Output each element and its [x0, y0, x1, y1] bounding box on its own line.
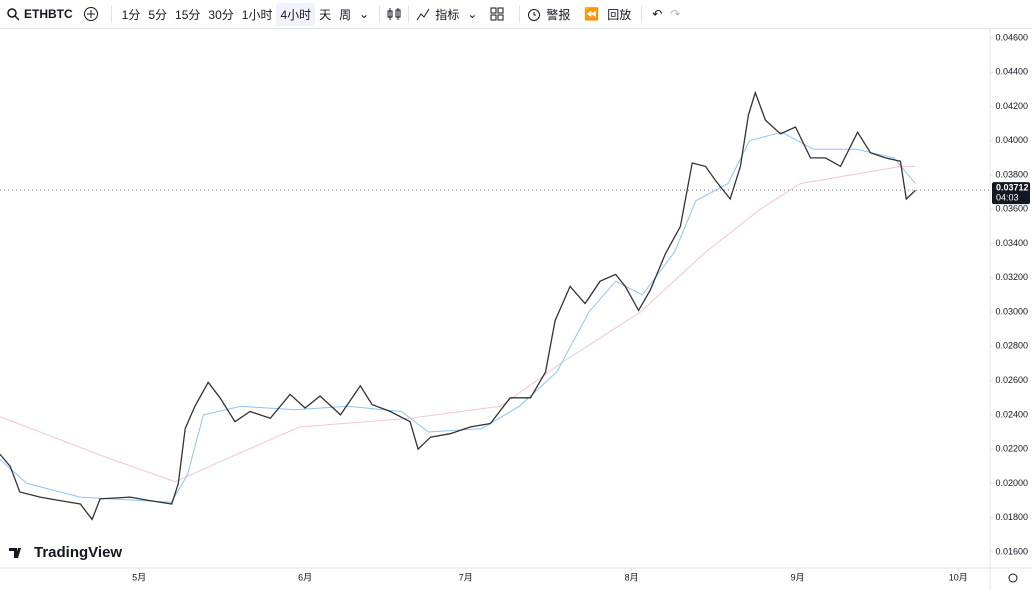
dropdown[interactable]: ⌄: [467, 7, 478, 21]
interval[interactable]: 4小时: [276, 2, 316, 26]
y-tick-label: 0.03200: [995, 272, 1028, 282]
y-tick-label: 0.04400: [995, 67, 1028, 77]
y-tick-label: 0.01800: [995, 512, 1028, 522]
y-tick-label: 0.04200: [995, 101, 1028, 111]
symbol[interactable]: ETHBTC: [24, 7, 73, 21]
interval[interactable]: 天: [319, 7, 332, 22]
interval[interactable]: 5分: [148, 7, 168, 22]
layout-icon[interactable]: [489, 6, 505, 22]
separator: [641, 5, 643, 23]
x-tick-label: 8月: [625, 572, 639, 582]
x-tick-label: 10月: [949, 572, 968, 582]
y-tick-label: 0.02200: [995, 444, 1028, 454]
search-icon: [7, 8, 20, 21]
interval[interactable]: 30分: [208, 7, 234, 22]
y-tick-label: 0.03000: [995, 306, 1028, 316]
countdown-label: 04:03: [996, 192, 1019, 202]
y-tick-label: 0.04000: [995, 135, 1028, 145]
x-tick-label: 9月: [791, 572, 805, 582]
add-icon[interactable]: [83, 6, 99, 22]
undo[interactable]: ↶: [652, 7, 663, 21]
interval[interactable]: 15分: [175, 7, 201, 22]
chart-type-icon[interactable]: [386, 6, 402, 22]
y-tick-label: 0.01600: [995, 546, 1028, 556]
logo: [9, 548, 21, 558]
settings-icon[interactable]: [1008, 573, 1018, 583]
last-price-box: [992, 182, 1030, 205]
watermark: TradingView: [34, 544, 122, 561]
last-price-label: 0.03712: [996, 182, 1029, 192]
interval[interactable]: 周: [339, 7, 352, 22]
alert-icon[interactable]: [526, 6, 542, 22]
replay-icon[interactable]: ⏪: [584, 7, 600, 21]
y-tick-label: 0.03400: [995, 238, 1028, 248]
chart: TradingView 0.01600 0.01800 0.02000 0.02200…: [0, 29, 1032, 590]
redo: ↷: [670, 7, 681, 21]
toolbar: ETHBTC 1分 5分 15分 30分 1小时 4小时 天 周 ⌄ 指标 ⌄ …: [0, 0, 1032, 29]
separator: [408, 5, 410, 23]
interval[interactable]: 1小时: [241, 7, 273, 22]
x-tick-label: 5月: [132, 572, 146, 582]
y-tick-label: 0.02400: [995, 409, 1028, 419]
price-line: [0, 90, 916, 521]
price-line: [0, 131, 916, 503]
y-tick-label: 0.03800: [995, 169, 1028, 179]
indicators[interactable]: 指标: [435, 7, 460, 22]
alert[interactable]: 警报: [546, 7, 571, 22]
dropdown[interactable]: ⌄: [359, 7, 370, 21]
y-tick-label: 0.02800: [995, 341, 1028, 351]
replay[interactable]: 回放: [607, 7, 632, 22]
y-tick-label: 0.03600: [995, 204, 1028, 214]
separator: [110, 5, 112, 23]
indicator-icon[interactable]: [415, 6, 431, 22]
interval[interactable]: 1分: [121, 7, 141, 22]
x-tick-label: 6月: [298, 572, 312, 582]
separator: [379, 5, 381, 23]
y-tick-label: 0.04600: [995, 32, 1028, 42]
x-tick-label: 7月: [459, 572, 473, 582]
y-tick-label: 0.02600: [995, 375, 1028, 385]
price-line: [0, 165, 916, 483]
y-tick-label: 0.02000: [995, 478, 1028, 488]
separator: [519, 5, 521, 23]
